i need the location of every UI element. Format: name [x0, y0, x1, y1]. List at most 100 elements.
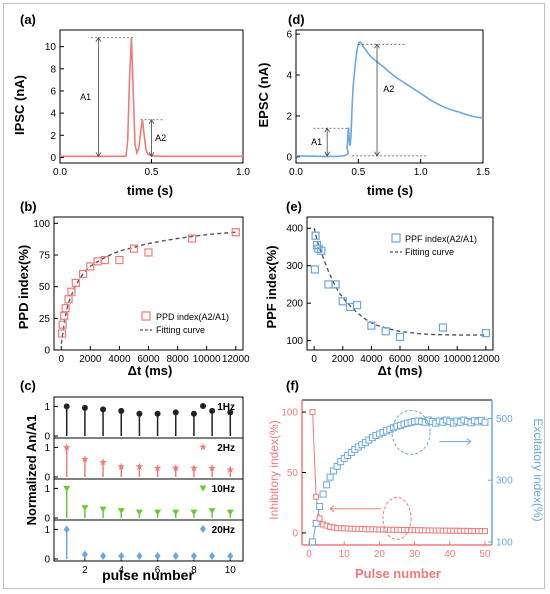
panel-a-a2-label: A2 — [155, 133, 166, 143]
panel-b-xtick: 6000 — [137, 354, 160, 365]
panel-c-marker — [136, 410, 143, 417]
panel-b-xtick: 8000 — [166, 354, 189, 365]
panel-c-marker — [172, 509, 180, 516]
panel-b-data-point — [64, 295, 73, 304]
panel-c-xtick: 10 — [225, 565, 237, 576]
panel-d-a2-label: A2 — [383, 84, 394, 94]
panel-c-marker — [136, 552, 143, 561]
panel-f-xtick: 40 — [444, 549, 456, 560]
panel-f-excitatory-point — [316, 502, 324, 510]
panel-c-marker — [117, 462, 125, 470]
panel-e-xtick: 2000 — [332, 354, 355, 365]
panel-c-marker — [99, 458, 107, 466]
panel-b-fitting-curve — [60, 231, 236, 344]
panel-f-excitatory-point — [319, 490, 327, 498]
panel-c-xtick: 2 — [82, 565, 88, 576]
panel-c-marker — [208, 508, 216, 515]
panel-c-marker — [99, 506, 107, 513]
panel-e-data-point — [352, 300, 362, 310]
panel-b-ytick: 75 — [39, 251, 51, 262]
panel-d-frame — [295, 29, 484, 164]
panel-e-xtick: 12000 — [472, 354, 500, 365]
panel-c-ytick: 0 — [44, 555, 50, 566]
panel-d-xtick: 0.5 — [351, 167, 365, 178]
panel-f-excitatory-point — [330, 467, 338, 475]
panel-b-ytick: 25 — [39, 314, 51, 325]
panel-c-row-label: 10Hz — [212, 484, 235, 495]
panel-f-ytick-left: 0 — [292, 528, 298, 539]
panel-b-data-point — [67, 287, 76, 296]
panel-a-xlabel: time (s) — [127, 183, 173, 198]
panel-b-data-point — [144, 248, 153, 257]
panel-c-marker — [172, 552, 179, 561]
panel-c-marker — [190, 552, 197, 561]
panel-d-ytick: 6 — [286, 30, 292, 41]
panel-b-legend: PPD index(A2/A1) Fitting curve — [140, 311, 229, 335]
panel-e-data-point — [317, 246, 326, 255]
panel-e-data-point — [381, 327, 390, 336]
panel-c-ytick: 1 — [44, 525, 50, 536]
panel-e-data-point — [314, 244, 323, 253]
panel-e-data-point — [345, 302, 355, 312]
panel-e-xlabel: Δt (ms) — [378, 363, 423, 378]
panel-e-label: (e) — [286, 199, 302, 214]
panel-c-marker — [81, 505, 89, 512]
panel-d-a1-label: A1 — [311, 137, 322, 147]
panel-a-a2-arrow-head-top — [148, 119, 155, 124]
panel-a-xtick: 0.0 — [53, 167, 67, 178]
panel-c-ytick: 0 — [44, 514, 50, 525]
panel-a-label: (a) — [20, 12, 36, 27]
panel-a-ytick: 10 — [45, 42, 57, 53]
panel-a-ytick: 4 — [50, 109, 56, 120]
panel-c-marker — [63, 525, 70, 534]
panel-c-marker — [81, 404, 88, 411]
legend-fit-label: Fitting curve — [405, 247, 454, 257]
panel-c-marker — [81, 455, 89, 463]
panel-b-xtick: 12000 — [222, 354, 250, 365]
panel-d-xtick: 1.5 — [476, 167, 490, 178]
panel-f-excitatory-arrowhead — [466, 438, 472, 446]
panel-c-marker — [63, 485, 71, 492]
panel-a-a1-arrow-head-top — [95, 37, 102, 42]
panel-c-marker — [81, 550, 88, 559]
panel-a-ipsc-trace — [60, 37, 243, 158]
panel-c-marker — [172, 464, 180, 472]
panel-c-marker — [209, 552, 216, 561]
panel-f-xtick: 30 — [409, 549, 421, 560]
panel-f-excitatory-point — [326, 473, 334, 481]
panel-d-ytick: 2 — [286, 111, 292, 122]
panel-f-ytick-left: 100 — [281, 408, 298, 419]
panel-f-ytick-right: 100 — [496, 537, 513, 548]
panel-f-inhibitory-ellipse — [382, 496, 412, 540]
panel-c-ytick: 1 — [44, 443, 50, 454]
panel-c-marker — [172, 409, 179, 416]
panel-e-data-point — [311, 231, 320, 240]
panel-c-xtick: 6 — [155, 565, 161, 576]
panel-e-data-point — [338, 297, 347, 306]
panel-b-xlabel: Δt (ms) — [128, 363, 173, 378]
panel-c-marker — [153, 464, 162, 472]
panel-f-inhibitory-point — [481, 528, 488, 535]
panel-b-data-point — [115, 255, 124, 265]
panel-c-marker — [154, 552, 161, 561]
panel-c-marker — [209, 407, 216, 414]
panel-e-xtick: 4000 — [360, 354, 383, 365]
panel-c-marker — [226, 465, 235, 473]
panel-b-data-point — [71, 278, 80, 287]
panel-d-label: (d) — [288, 12, 305, 27]
panel-f-inhibitory-point — [313, 493, 320, 500]
panel-f-ytick-right: 500 — [496, 414, 513, 425]
panel-a-a2-arrow-head-bottom — [148, 152, 155, 158]
panel-f-excitatory-point — [481, 418, 489, 426]
panel-e-data-point — [438, 323, 448, 332]
panel-b-xtick: 0 — [58, 354, 64, 365]
panel-f-excitatory-point — [312, 519, 320, 527]
panel-d-ytick: 4 — [286, 71, 292, 82]
panel-e-xtick: 0 — [311, 354, 317, 365]
panel-e-xtick: 6000 — [389, 354, 412, 365]
panel-c-marker — [62, 443, 71, 451]
panel-b-ytick: 100 — [33, 219, 50, 230]
panel-e-ytick: 400 — [286, 224, 303, 235]
